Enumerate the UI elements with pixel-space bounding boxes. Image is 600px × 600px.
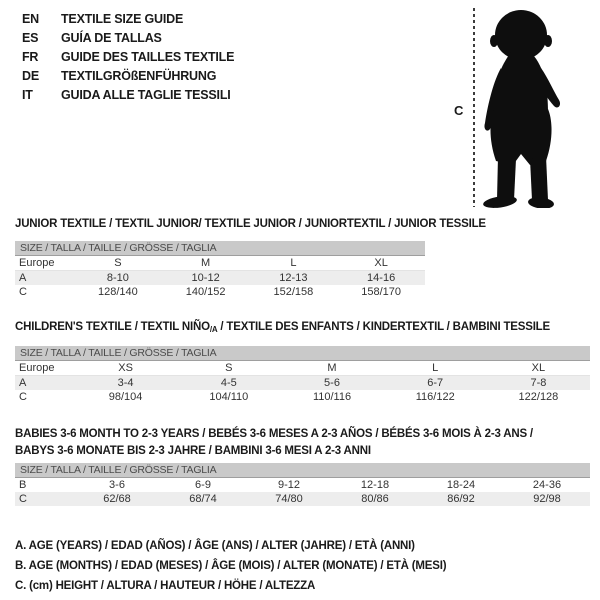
table-cell: XS [118,362,133,374]
footnote-age-years: A. AGE (YEARS) / EDAD (AÑOS) / ÂGE (ANS)… [15,540,415,552]
table-cell: 140/152 [185,286,226,298]
table-cell: 18-24 [446,479,476,491]
table-cell: 122/128 [518,391,559,403]
section-title-children: CHILDREN'S TEXTILE / TEXTIL NIÑO/A / TEX… [15,319,550,338]
table-cell: 92/98 [533,493,561,505]
table-cell: 5-6 [324,377,340,389]
language-code: IT [22,88,33,102]
language-row: ES GUÍA DE TALLAS [22,29,234,48]
table-cell: M [327,362,337,374]
height-measure-label: C [454,103,464,118]
table-row: A 3-4 4-5 5-6 6-7 7-8 [15,376,590,390]
table-cell: 4-5 [220,377,237,389]
row-label: B [19,479,27,491]
table-cell: 10-12 [191,272,220,284]
table-cell: S [114,257,122,269]
language-code: EN [22,12,39,26]
table-cell: 24-36 [532,479,562,491]
height-measure-dashed-line [473,8,475,207]
row-label: Europe [19,362,55,374]
table-cell: 152/158 [273,286,314,298]
size-header-bar: SIZE / TALLA / TAILLE / GRÖSSE / TAGLIA [15,463,590,478]
junior-size-table: SIZE / TALLA / TAILLE / GRÖSSE / TAGLIA E… [15,241,425,299]
section-title-junior-text: JUNIOR TEXTILE / TEXTIL JUNIOR/ TEXTILE … [15,218,486,230]
language-title: GUIDE DES TAILLES TEXTILE [61,50,235,64]
table-cell: 8-10 [106,272,129,284]
table-cell: 128/140 [97,286,138,298]
language-code: ES [22,31,39,45]
language-title: TEXTILGRÖßENFÜHRUNG [61,69,217,83]
table-row: B 3-6 6-9 9-12 12-18 18-24 24-36 [15,478,590,492]
table-cell: 80/86 [361,493,389,505]
table-cell: 6-7 [427,377,444,389]
table-header-row: Europe S M L XL [15,256,425,271]
table-cell: 12-18 [360,479,390,491]
language-code: FR [22,50,39,64]
table-cell: 62/68 [103,493,131,505]
table-cell: 3-4 [117,377,134,389]
babies-size-table: SIZE / TALLA / TAILLE / GRÖSSE / TAGLIA B… [15,463,590,506]
table-cell: S [225,362,233,374]
legend-footnotes: A. AGE (YEARS) / EDAD (AÑOS) / ÂGE (ANS)… [15,536,447,596]
row-label: A [19,272,27,284]
language-row: IT GUIDA ALLE TAGLIE TESSILI [22,86,234,105]
language-title: TEXTILE SIZE GUIDE [61,12,184,26]
table-cell: 110/116 [312,391,352,403]
table-cell: 74/80 [275,493,303,505]
row-label: Europe [19,257,55,269]
language-row: EN TEXTILE SIZE GUIDE [22,10,234,29]
table-cell: XL [531,362,546,374]
table-header-row: Europe XS S M L XL [15,361,590,376]
table-cell: 98/104 [108,391,143,403]
table-cell: M [201,257,211,269]
table-cell: 6-9 [195,479,211,491]
table-cell: 14-16 [367,272,396,284]
section-title-junior: JUNIOR TEXTILE / TEXTIL JUNIOR/ TEXTILE … [15,216,486,233]
table-cell: 158/170 [361,286,401,298]
table-cell: 86/92 [447,493,475,505]
footnote-height-cm: C. (cm) HEIGHT / ALTURA / HAUTEUR / HÖHE… [15,580,316,592]
footnote-age-months: B. AGE (MONTHS) / EDAD (MESES) / ÂGE (MO… [15,560,447,572]
table-cell: 9-12 [277,479,301,491]
table-cell: L [432,362,439,374]
table-cell: XL [374,257,388,269]
children-size-table: SIZE / TALLA / TAILLE / GRÖSSE / TAGLIA E… [15,346,590,404]
row-label: C [19,493,27,505]
table-cell: 104/110 [209,391,249,403]
language-code: DE [22,69,39,83]
table-cell: 68/74 [189,493,217,505]
row-label: A [19,377,27,389]
section-title-babies-line1: BABIES 3-6 MONTH TO 2-3 YEARS / BEBÉS 3-… [15,428,533,440]
size-header-bar: SIZE / TALLA / TAILLE / GRÖSSE / TAGLIA [15,346,590,361]
toddler-silhouette-image [483,10,561,208]
size-header-bar: SIZE / TALLA / TAILLE / GRÖSSE / TAGLIA [15,241,425,256]
language-row: DE TEXTILGRÖßENFÜHRUNG [22,67,234,86]
table-row: C 98/104 104/110 110/116 116/122 122/128 [15,390,590,404]
language-row: FR GUIDE DES TAILLES TEXTILE [22,48,234,67]
table-cell: L [290,257,297,269]
section-title-children-sub: /A [209,325,218,334]
language-title: GUÍA DE TALLAS [61,31,162,45]
section-title-children-prefix: CHILDREN'S TEXTILE / TEXTIL NIÑO [15,321,210,333]
table-cell: 3-6 [109,479,125,491]
table-cell: 7-8 [530,377,547,389]
language-title: GUIDA ALLE TAGLIE TESSILI [61,88,231,102]
table-cell: 116/122 [415,391,455,403]
section-title-babies-line2: BABYS 3-6 MONATE BIS 2-3 JAHRE / BAMBINI… [15,445,371,457]
language-title-list: EN TEXTILE SIZE GUIDE ES GUÍA DE TALLAS … [22,10,234,105]
table-cell: 12-13 [279,272,308,284]
section-title-babies: BABIES 3-6 MONTH TO 2-3 YEARS / BEBÉS 3-… [15,426,575,460]
table-row: A 8-10 10-12 12-13 14-16 [15,271,425,285]
section-title-children-suffix: / TEXTILE DES ENFANTS / KINDERTEXTIL / B… [217,321,550,333]
row-label: C [19,391,27,403]
table-row: C 128/140 140/152 152/158 158/170 [15,285,425,299]
row-label: C [19,286,27,298]
table-row: C 62/68 68/74 74/80 80/86 86/92 92/98 [15,492,590,506]
